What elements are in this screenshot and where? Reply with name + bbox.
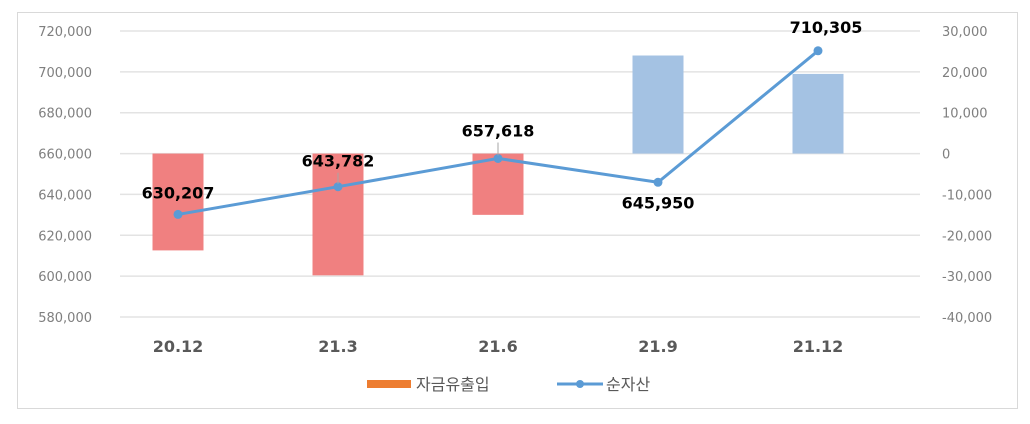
left-axis-tick: 700,000 [38,66,92,81]
left-axis-tick: 640,000 [38,188,92,203]
line-point[interactable] [173,209,183,219]
bar[interactable] [152,153,204,251]
data-label: 710,305 [790,18,863,37]
legend: 자금유출입 순자산 [367,375,650,394]
right-axis-tick: 0 [942,148,950,163]
bar[interactable] [792,73,844,154]
right-axis-tick: -40,000 [942,311,992,326]
bar[interactable] [632,55,684,154]
bar[interactable] [472,153,524,215]
right-axis-tick: 10,000 [942,107,988,122]
x-axis-label: 21.6 [478,337,517,356]
line-point[interactable] [493,153,503,163]
line-point[interactable] [333,182,343,192]
data-label: 643,782 [302,152,375,171]
data-label: 657,618 [462,121,535,140]
right-axis-tick: -30,000 [942,270,992,285]
bar[interactable] [312,153,364,276]
line-point[interactable] [813,46,823,56]
right-axis-tick: 20,000 [942,66,988,81]
left-axis-tick: 620,000 [38,229,92,244]
data-label: 630,207 [142,183,215,202]
x-axis-label: 20.12 [153,337,204,356]
x-axis-label: 21.9 [638,337,677,356]
x-axis-label: 21.12 [793,337,844,356]
right-axis-tick: -10,000 [942,188,992,203]
legend-marker-icon [576,380,584,388]
left-axis-tick: 660,000 [38,148,92,163]
legend-label-net-assets: 순자산 [606,375,650,394]
right-axis-tick: 30,000 [942,25,988,40]
x-axis-label: 21.3 [318,337,357,356]
left-axis-tick: 680,000 [38,107,92,122]
legend-label-fund-flow: 자금유출입 [416,375,490,394]
left-axis-tick: 720,000 [38,25,92,40]
right-axis-tick: -20,000 [942,229,992,244]
legend-swatch-bar [367,380,411,388]
bar-series-fund-flow [152,55,844,276]
left-axis-tick: 580,000 [38,311,92,326]
data-label: 645,950 [622,193,695,212]
left-axis-tick: 600,000 [38,270,92,285]
line-point[interactable] [653,177,663,187]
